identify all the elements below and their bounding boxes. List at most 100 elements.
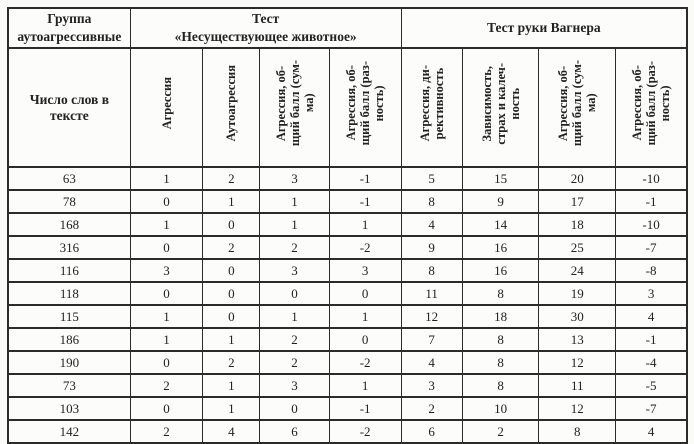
table-cell: 116 <box>7 258 131 283</box>
table-cell: 2 <box>129 419 204 444</box>
table-cell: 8 <box>461 373 540 398</box>
table-cell: 186 <box>7 327 131 352</box>
table-cell: 0 <box>328 281 402 306</box>
table-cell: 2 <box>259 350 330 375</box>
table-cell: 0 <box>129 281 204 306</box>
table-cell: -10 <box>615 166 688 191</box>
table-cell: 78 <box>7 189 131 214</box>
table-cell: 16 <box>461 258 540 283</box>
table-cell: -4 <box>615 350 688 375</box>
column-header-wagner-total-diff: Агрессия, об- щий балл (раз- ность) <box>615 47 688 168</box>
table-cell: 5 <box>400 166 463 191</box>
table-cell: 168 <box>7 212 131 237</box>
table-cell: 0 <box>259 396 330 421</box>
table-cell: 0 <box>129 350 204 375</box>
column-header-autoaggression: Аутоагрессия <box>202 47 261 168</box>
table-cell: 316 <box>7 235 131 260</box>
table-cell: -2 <box>328 419 402 444</box>
table-cell: -1 <box>615 189 688 214</box>
table-cell: 7 <box>400 327 463 352</box>
table-row: 168 1 0 1 1 4 14 18 -10 <box>7 212 688 237</box>
table-cell: -1 <box>328 189 402 214</box>
table-cell: 2 <box>202 166 261 191</box>
table-cell: 20 <box>538 166 617 191</box>
test1-header-cell: Тест «Несуществующее животное» <box>129 7 402 49</box>
table-cell: 14 <box>461 212 540 237</box>
table-body: 63 1 2 3 -1 5 15 20 -10 78 0 1 1 -1 8 9 17 -1 168 1 0 1 1 4 14 18… <box>7 166 688 444</box>
table-cell: 8 <box>461 281 540 306</box>
results-table: Группа аутоагрессивные Тест «Несуществую… <box>7 7 688 444</box>
table-cell: 3 <box>328 258 402 283</box>
table-cell: 63 <box>7 166 131 191</box>
table-row: 316 0 2 2 -2 9 16 25 -7 <box>7 235 688 260</box>
table-row: 116 3 0 3 3 8 16 24 -8 <box>7 258 688 283</box>
table-cell: 0 <box>129 235 204 260</box>
table-row: 118 0 0 0 0 11 8 19 3 <box>7 281 688 306</box>
table-cell: 73 <box>7 373 131 398</box>
table-cell: 0 <box>202 258 261 283</box>
column-header-label: Агрессия, об- щий балл (сум- ма) <box>273 60 316 147</box>
table-cell: 1 <box>202 396 261 421</box>
table-cell: 25 <box>538 235 617 260</box>
table-cell: 0 <box>328 327 402 352</box>
table-cell: 10 <box>461 396 540 421</box>
table-cell: 3 <box>129 258 204 283</box>
table-cell: -5 <box>615 373 688 398</box>
table-cell: 2 <box>259 327 330 352</box>
table-cell: 30 <box>538 304 617 329</box>
table-cell: 3 <box>400 373 463 398</box>
table-cell: 2 <box>202 235 261 260</box>
table-cell: 1 <box>129 166 204 191</box>
table-cell: 6 <box>259 419 330 444</box>
table-cell: 12 <box>538 396 617 421</box>
table-row: 142 2 4 6 -2 6 2 8 4 <box>7 419 688 444</box>
table-cell: 4 <box>202 419 261 444</box>
table-cell: 1 <box>259 189 330 214</box>
table-cell: 2 <box>129 373 204 398</box>
table-cell: 0 <box>202 212 261 237</box>
table-row: 190 0 2 2 -2 4 8 12 -4 <box>7 350 688 375</box>
table-cell: 1 <box>202 373 261 398</box>
table-cell: -10 <box>615 212 688 237</box>
table-cell: 9 <box>400 235 463 260</box>
table-cell: -1 <box>328 166 402 191</box>
table-cell: 18 <box>538 212 617 237</box>
table-cell: 8 <box>400 258 463 283</box>
table-cell: 16 <box>461 235 540 260</box>
table-cell: 4 <box>400 350 463 375</box>
table-header: Группа аутоагрессивные Тест «Несуществую… <box>7 7 688 168</box>
table-cell: -7 <box>615 396 688 421</box>
table-cell: 3 <box>615 281 688 306</box>
table-cell: 24 <box>538 258 617 283</box>
table-cell: 8 <box>461 350 540 375</box>
table-cell: -7 <box>615 235 688 260</box>
table-cell: 13 <box>538 327 617 352</box>
column-header-wagner-total-sum: Агрессия, об- щий балл (сум- ма) <box>538 47 617 168</box>
table-cell: 0 <box>259 281 330 306</box>
table-cell: 6 <box>400 419 463 444</box>
test2-header-cell: Тест руки Вагнера <box>400 7 688 49</box>
table-row: 186 1 1 2 0 7 8 13 -1 <box>7 327 688 352</box>
table-cell: 9 <box>461 189 540 214</box>
table-cell: 8 <box>461 327 540 352</box>
table-cell: 1 <box>202 327 261 352</box>
column-header-label: Зависимость, страх и калеч- ность <box>479 62 522 145</box>
table-cell: 4 <box>615 304 688 329</box>
header-row-columns: Число слов в тексте Агрессия Аутоагресси… <box>7 47 688 168</box>
table-cell: 3 <box>259 258 330 283</box>
table-cell: 12 <box>400 304 463 329</box>
table-cell: 1 <box>328 304 402 329</box>
table-cell: 15 <box>461 166 540 191</box>
table-cell: 1 <box>328 373 402 398</box>
table-cell: 118 <box>7 281 131 306</box>
table-cell: 0 <box>202 281 261 306</box>
table-cell: -1 <box>328 396 402 421</box>
table-cell: 11 <box>538 373 617 398</box>
column-header-label: Агрессия, ди- рективность <box>417 65 446 142</box>
table-cell: 2 <box>259 235 330 260</box>
table-cell: 1 <box>129 212 204 237</box>
column-header-aggression: Агрессия <box>129 47 204 168</box>
table-cell: 19 <box>538 281 617 306</box>
table-cell: 4 <box>400 212 463 237</box>
table-cell: 8 <box>538 419 617 444</box>
